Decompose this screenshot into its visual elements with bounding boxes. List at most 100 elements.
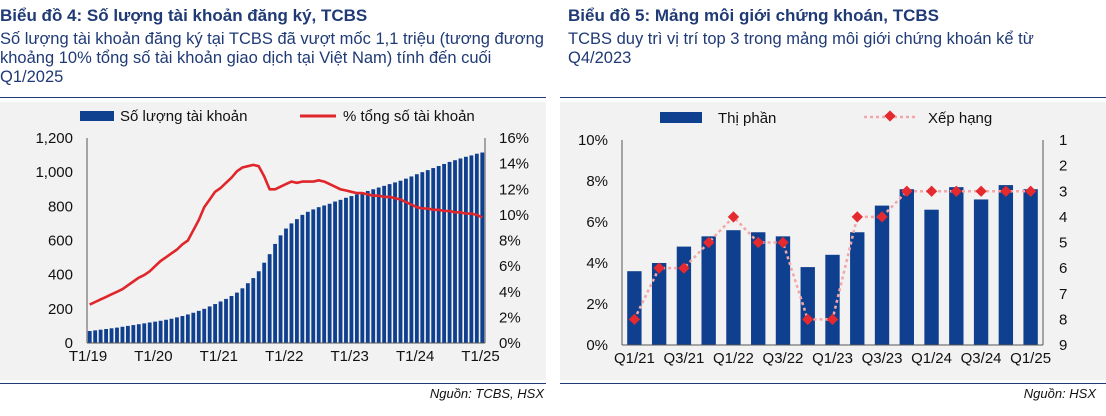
bar-accounts bbox=[158, 320, 163, 343]
bar-accounts bbox=[191, 312, 196, 343]
bar-accounts bbox=[273, 243, 278, 343]
chart-subtitle-accounts: Số lượng tài khoản đăng ký tại TCBS đã v… bbox=[0, 30, 544, 86]
bar-accounts bbox=[202, 308, 207, 343]
bar-accounts bbox=[175, 317, 179, 343]
bar-accounts bbox=[98, 329, 103, 343]
bar-accounts bbox=[420, 172, 425, 343]
y-left-tick-label: 4% bbox=[586, 255, 608, 272]
y-right-tick-label: 8 bbox=[1059, 311, 1067, 328]
bar-market-share bbox=[924, 209, 939, 345]
bar-accounts bbox=[224, 298, 228, 343]
bar-accounts bbox=[245, 283, 250, 343]
y-right-tick-label: 6% bbox=[499, 258, 521, 275]
y-right-tick-label: 1 bbox=[1059, 132, 1067, 149]
legend-swatch-share bbox=[660, 112, 702, 123]
x-tick-label: T1/21 bbox=[200, 348, 238, 365]
y-right-tick-label: 5 bbox=[1059, 235, 1067, 252]
bar-accounts bbox=[115, 327, 119, 343]
bar-accounts bbox=[305, 211, 310, 343]
y-left-tick-label: 6% bbox=[586, 214, 608, 231]
y-left-tick-label: 0% bbox=[586, 337, 608, 354]
bar-accounts bbox=[169, 318, 174, 343]
x-tick-label: T1/23 bbox=[331, 348, 369, 365]
bar-accounts bbox=[278, 235, 283, 343]
bar-market-share bbox=[825, 254, 840, 345]
y-left-tick-label: 800 bbox=[48, 198, 73, 215]
bar-accounts bbox=[382, 185, 387, 343]
legend-label-accounts: Số lượng tài khoản bbox=[120, 108, 247, 125]
bar-accounts bbox=[120, 326, 125, 343]
bar-accounts bbox=[333, 201, 337, 343]
marker-rank bbox=[925, 185, 938, 197]
bar-accounts bbox=[316, 207, 321, 343]
bar-market-share bbox=[899, 189, 914, 345]
bar-accounts bbox=[387, 184, 392, 343]
x-tick-label: Q3/21 bbox=[663, 350, 704, 367]
source-note: Nguồn: TCBS, HSX bbox=[429, 386, 544, 401]
header-divider bbox=[560, 97, 1106, 98]
bar-accounts bbox=[431, 168, 436, 343]
bar-accounts bbox=[474, 153, 479, 343]
x-tick-label: T1/25 bbox=[461, 348, 499, 365]
chart-background: Thị phần Xếp hạng 0% 2% 4% 6% 8% 10% 1 2 3 4 5 6 7 8 9 Q1… bbox=[560, 102, 1106, 380]
bar-accounts bbox=[262, 262, 267, 343]
bar-accounts bbox=[289, 223, 294, 343]
bar-accounts bbox=[164, 319, 168, 343]
bar-accounts bbox=[93, 330, 98, 343]
bar-accounts bbox=[447, 161, 452, 343]
legend-swatch-accounts bbox=[80, 111, 114, 121]
bar-accounts bbox=[284, 228, 288, 343]
bar-accounts bbox=[398, 180, 403, 343]
x-tick-label: T1/20 bbox=[134, 348, 172, 365]
y-right-tick-label: 14% bbox=[499, 156, 529, 173]
marker-rank bbox=[752, 236, 764, 249]
bar-accounts bbox=[436, 166, 441, 343]
source-note: Nguồn: HSX bbox=[1023, 386, 1096, 401]
bar-market-share bbox=[1023, 189, 1038, 345]
y-left-tick-label: 1,000 bbox=[35, 164, 73, 181]
brokerage-chart: Thị phần Xếp hạng 0% 2% 4% 6% 8% 10% 1 2 3 4 5 6 7 8 9 Q1… bbox=[578, 110, 1067, 367]
y-left-tick-label: 10% bbox=[578, 132, 608, 149]
bar-accounts bbox=[365, 190, 370, 343]
bar-accounts bbox=[360, 192, 365, 343]
bar-accounts bbox=[131, 325, 136, 343]
legend-marker-rank bbox=[884, 110, 896, 122]
bar-market-share bbox=[676, 246, 692, 345]
x-tick-label: T1/24 bbox=[396, 348, 434, 365]
bar-accounts bbox=[147, 322, 152, 343]
bar-accounts bbox=[344, 197, 348, 343]
marker-rank bbox=[703, 236, 715, 249]
bar-accounts bbox=[235, 292, 239, 343]
accounts-chart: Số lượng tài khoản % tổng số tài khoản 0 20… bbox=[35, 108, 529, 365]
header-divider bbox=[0, 97, 546, 98]
chart-title-brokerage: Biểu đồ 5: Mảng môi giới chứng khoán, TC… bbox=[568, 6, 940, 25]
bar-market-share bbox=[627, 271, 642, 345]
y-right-tick-label: 9 bbox=[1059, 337, 1067, 354]
bar-accounts bbox=[425, 170, 430, 343]
chart-title-accounts: Biểu đồ 4: Số lượng tài khoản đăng ký, T… bbox=[0, 6, 368, 25]
bar-accounts bbox=[153, 321, 158, 343]
bar-market-share bbox=[800, 267, 815, 345]
y-left-tick-label: 600 bbox=[48, 233, 73, 250]
bar-market-share bbox=[651, 263, 667, 345]
marker-rank bbox=[851, 211, 863, 223]
bar-market-share bbox=[973, 199, 989, 345]
footer-divider bbox=[0, 383, 546, 384]
x-tick-label: Q1/22 bbox=[713, 350, 754, 367]
bar-accounts bbox=[453, 160, 457, 343]
bar-market-share bbox=[874, 205, 890, 345]
bar-market-share bbox=[751, 232, 766, 345]
footer-divider bbox=[560, 383, 1106, 384]
bar-accounts bbox=[185, 314, 190, 343]
y-right-tick-label: 4% bbox=[499, 284, 521, 301]
bar-accounts bbox=[393, 182, 397, 343]
bar-accounts bbox=[322, 205, 327, 343]
bar-accounts bbox=[349, 196, 354, 343]
chart-background: Số lượng tài khoản % tổng số tài khoản 0 20… bbox=[0, 102, 546, 380]
y-right-tick-label: 16% bbox=[499, 130, 529, 147]
bar-accounts bbox=[136, 324, 141, 343]
bar-accounts bbox=[256, 271, 261, 343]
bar-accounts bbox=[404, 178, 408, 343]
x-tick-label: Q3/24 bbox=[961, 350, 1002, 367]
bar-market-share bbox=[775, 236, 791, 345]
